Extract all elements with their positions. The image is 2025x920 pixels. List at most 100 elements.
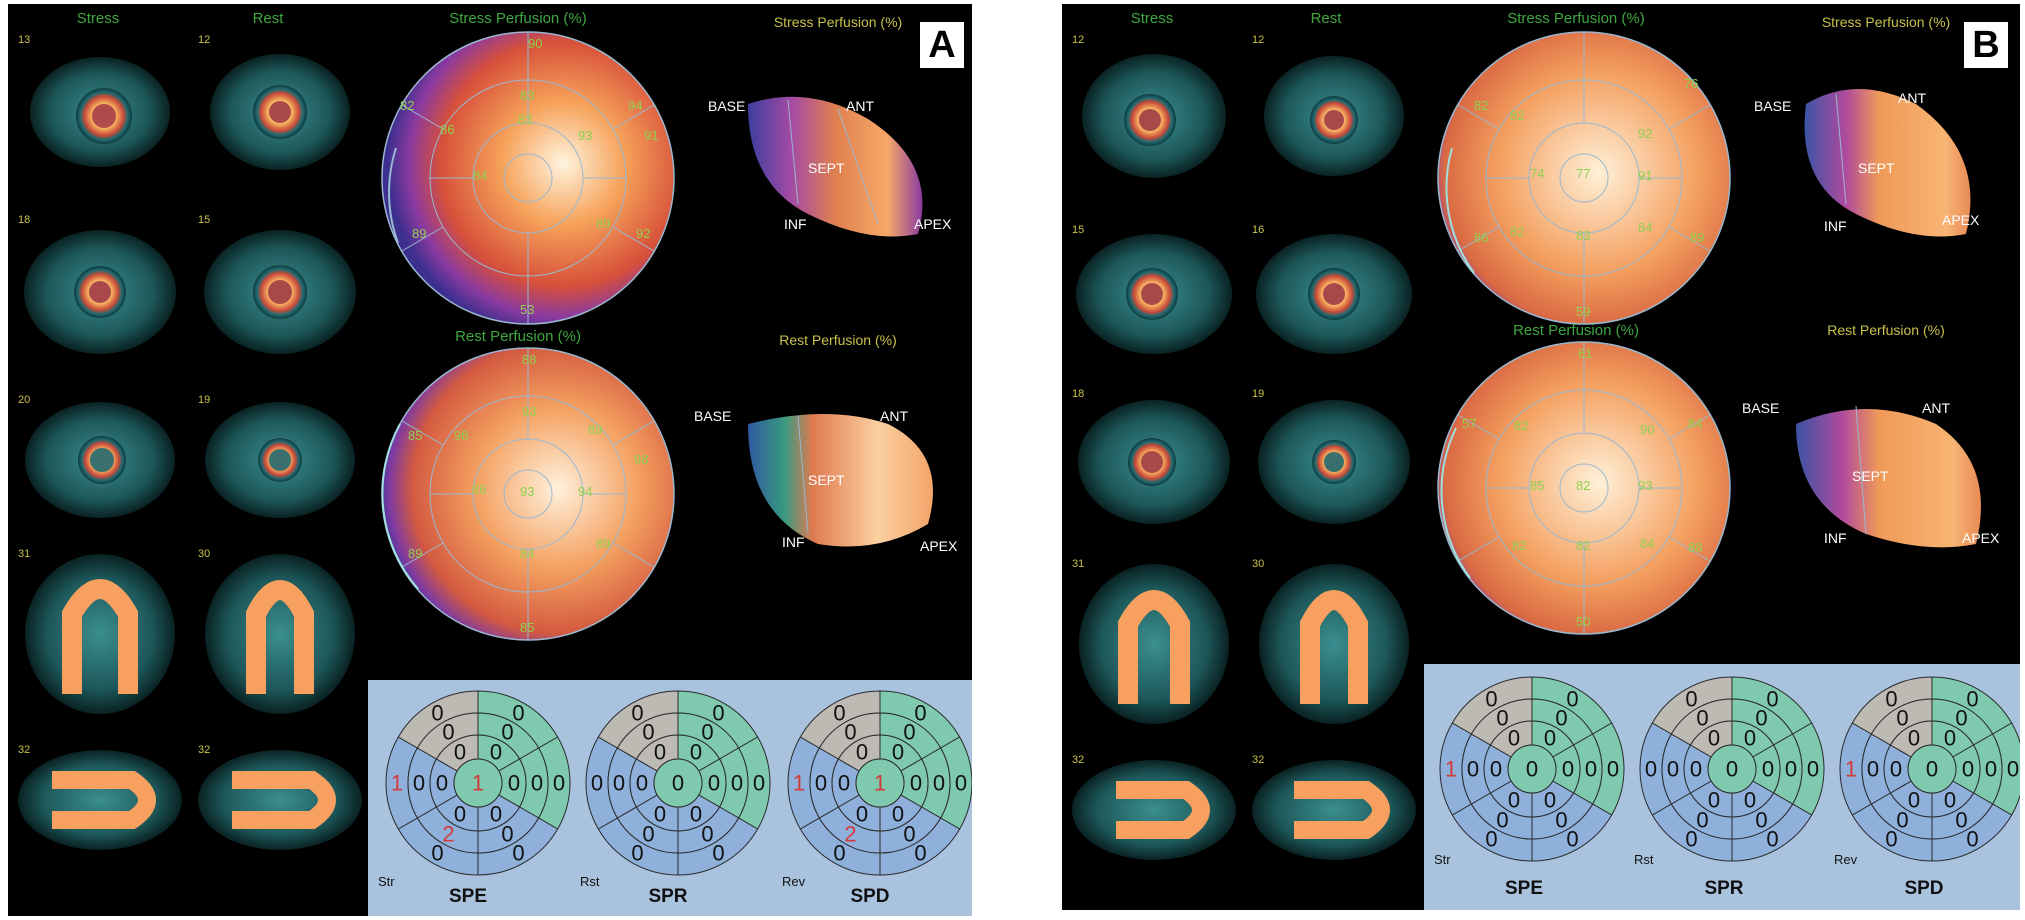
seg-value: 94 (628, 98, 642, 113)
seg-value: 74 (1530, 166, 1544, 181)
segment-score: 0 (454, 802, 466, 827)
sept-label: SEPT (1858, 160, 1895, 176)
seg-value: 59 (1576, 304, 1590, 319)
segment-score: 2 (442, 822, 454, 847)
rest-column-title: Rest (1310, 10, 1342, 27)
segment-score: 0 (1766, 827, 1778, 852)
segment-score: 0 (1467, 757, 1479, 782)
slice-number: 12 (1252, 34, 1265, 46)
slice-number: 32 (18, 744, 31, 756)
segment-score: 0 (490, 802, 502, 827)
segment-score: 0 (1962, 757, 1974, 782)
segment-score: 0 (413, 771, 425, 796)
seg-value: 86 (1474, 230, 1488, 245)
segment-score: 0 (1966, 827, 1978, 852)
segment-score: 0 (903, 822, 915, 847)
segment-score: 0 (1744, 725, 1756, 750)
ant-label: ANT (880, 408, 908, 424)
segment-score: 0 (690, 739, 702, 764)
segment-score: 0 (442, 719, 454, 744)
segment-score: 0 (1867, 757, 1879, 782)
sept-label: SEPT (808, 160, 845, 176)
base-label: BASE (1742, 400, 1780, 416)
rest-bullseye-values: 88 93 89 86 93 94 98 84 89 98 85 89 85 (378, 344, 678, 644)
segment-score: 0 (1485, 686, 1497, 711)
polar-sub-label: Str (378, 874, 395, 889)
slice-number: 13 (18, 34, 31, 46)
base-label: BASE (1754, 98, 1792, 114)
slice-number: 18 (18, 214, 31, 226)
seg-value: 93 (522, 404, 536, 419)
segment-score: 0 (642, 719, 654, 744)
rest-slice-4: 30 (1246, 554, 1422, 730)
rest-bullseye (381, 347, 675, 641)
segment-score: 0 (591, 771, 603, 796)
segment-score: 0 (1566, 827, 1578, 852)
segment-score: 0 (1908, 788, 1920, 813)
seg-value: 89 (412, 226, 426, 241)
segment-score: 0 (1696, 705, 1708, 730)
segment-score: 0 (701, 822, 713, 847)
seg-value: 84 (520, 546, 534, 561)
inf-label: INF (782, 534, 805, 550)
segment-score: 0 (1585, 757, 1597, 782)
panel-letter: B (1964, 22, 2008, 68)
segment-score: 0 (856, 802, 868, 827)
rest-slice-5: 32 (1246, 750, 1422, 866)
segment-score: 1 (874, 771, 886, 796)
sept-label: SEPT (1852, 468, 1889, 484)
rest-column-title: Rest (252, 10, 284, 27)
rest-surface-title: Rest Perfusion (%) (1827, 322, 1945, 338)
seg-value: 76 (1684, 76, 1698, 91)
segment-score: 0 (501, 719, 513, 744)
rest-slice-2: 16 (1246, 220, 1422, 364)
seg-value: 77 (1576, 166, 1590, 181)
seg-value: 82 (1576, 478, 1590, 493)
seg-value: 82 (1576, 538, 1590, 553)
segment-score: 0 (508, 771, 520, 796)
segment-score: 0 (1562, 757, 1574, 782)
slice-number: 15 (198, 214, 211, 226)
seg-value: 90 (528, 36, 542, 51)
stress-bullseye-title: Stress Perfusion (%) (449, 10, 587, 27)
seg-value: 82 (400, 98, 414, 113)
segment-score: 0 (1696, 808, 1708, 833)
segment-score: 0 (1744, 788, 1756, 813)
seg-value: 61 (1578, 346, 1592, 361)
segment-score: 0 (1555, 808, 1567, 833)
seg-value: 85 (408, 428, 422, 443)
segment-score: 0 (490, 739, 502, 764)
slice-number: 31 (18, 548, 31, 560)
segment-score: 0 (631, 700, 643, 725)
segment-score: 0 (914, 700, 926, 725)
polar-title: SPR (648, 886, 688, 907)
segment-score: 0 (833, 700, 845, 725)
seg-value: 82 (1512, 538, 1526, 553)
apex-label: APEX (1962, 530, 2000, 546)
segment-score: 0 (1966, 686, 1978, 711)
segment-score: 0 (531, 771, 543, 796)
segment-score: 0 (1526, 757, 1538, 782)
rest-bullseye-title: Rest Perfusion (%) (455, 328, 581, 345)
rest-surface (1796, 405, 1981, 548)
seg-value: 84 (1688, 416, 1702, 431)
polar-sub-label: Rev (782, 874, 806, 889)
segment-score: 0 (512, 841, 524, 866)
panel-a: A Stress Rest 13 18 20 31 32 12 15 19 30… (8, 4, 972, 916)
segment-score: 0 (838, 771, 850, 796)
inf-label: INF (784, 216, 807, 232)
apex-segment (1907, 744, 1957, 794)
apex-label: APEX (914, 216, 952, 232)
segment-score: 0 (454, 739, 466, 764)
rest-slice-2: 15 (192, 210, 368, 370)
seg-value: 50 (1576, 614, 1590, 629)
segment-score: 0 (815, 771, 827, 796)
seg-value: 89 (408, 546, 422, 561)
seg-value: 89 (1690, 230, 1704, 245)
segment-score: 0 (1508, 725, 1520, 750)
stress-slice-5: 32 (1066, 750, 1242, 866)
stress-column-title: Stress (1130, 10, 1174, 27)
